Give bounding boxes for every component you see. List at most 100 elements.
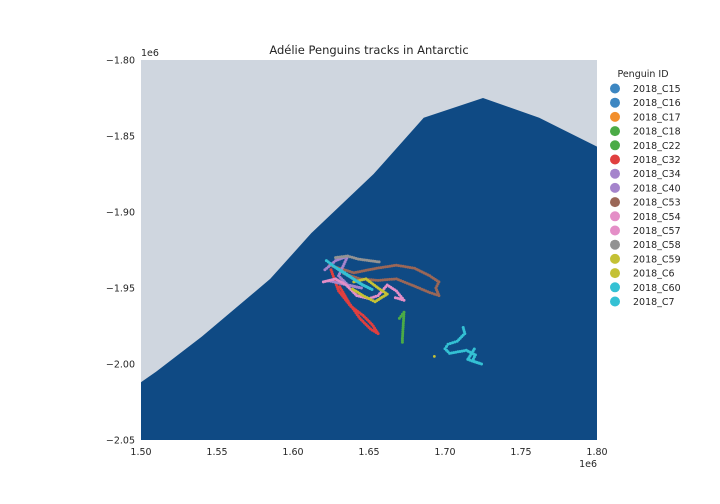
track-points	[321, 254, 483, 366]
track-point	[329, 263, 333, 267]
x-tick-label: 1.70	[434, 447, 455, 458]
x-offset-label: 1e6	[579, 459, 597, 470]
legend-label: 2018_C54	[633, 212, 681, 223]
track-point	[351, 287, 354, 291]
y-tick-label: −2.00	[106, 360, 135, 371]
legend-label: 2018_C17	[633, 112, 681, 123]
track-point	[374, 294, 378, 298]
track-point	[401, 334, 405, 338]
track-point	[378, 278, 382, 282]
y-tick-label: −1.85	[106, 132, 135, 143]
track-point	[383, 278, 387, 282]
legend-label: 2018_C6	[633, 269, 675, 280]
track-point	[410, 266, 414, 270]
legend-marker	[610, 253, 620, 264]
track-point	[432, 292, 436, 296]
track-point	[437, 294, 441, 298]
legend-marker	[610, 225, 620, 236]
track-point	[394, 277, 398, 281]
track-point	[399, 264, 403, 268]
track-point	[381, 278, 385, 282]
legend-title: Penguin ID	[617, 69, 668, 80]
track-point	[399, 314, 403, 318]
y-axis: −1.80 −1.85 −1.90 −1.95 −2.00 −2.05	[106, 56, 135, 447]
track-point	[390, 277, 394, 281]
legend-marker	[610, 239, 620, 250]
legend-label: 2018_C59	[633, 254, 681, 265]
legend-label: 2018_C60	[633, 283, 681, 294]
chart-title: Adélie Penguins tracks in Antarctic	[269, 43, 468, 57]
legend-marker	[610, 97, 620, 108]
y-offset-label: 1e6	[141, 48, 159, 59]
track-point	[400, 340, 404, 344]
legend-marker	[610, 154, 620, 165]
track-point	[393, 296, 397, 300]
track-point	[381, 265, 385, 269]
track-point	[392, 277, 396, 281]
track-point	[430, 291, 434, 295]
legend-marker	[610, 168, 620, 179]
track-point	[377, 266, 381, 270]
track-point	[432, 355, 436, 358]
track-point	[375, 266, 379, 270]
legend-marker	[610, 111, 620, 122]
x-tick-label: 1.60	[282, 447, 303, 458]
track-point	[397, 264, 401, 268]
legend-marker	[610, 83, 620, 94]
legend-marker	[610, 296, 620, 307]
track-point	[455, 339, 459, 343]
track-point	[472, 347, 476, 351]
track-point	[372, 278, 376, 282]
track-point	[446, 342, 450, 346]
x-axis: 1.50 1.55 1.60 1.65 1.70 1.75 1.80	[130, 447, 607, 458]
track-point	[402, 310, 406, 314]
legend-label: 2018_C18	[633, 127, 681, 138]
track-point	[404, 265, 407, 269]
track-point	[451, 341, 455, 345]
track-point	[453, 340, 457, 344]
track-point	[402, 319, 405, 323]
track-point	[402, 315, 406, 319]
track-point	[374, 278, 378, 282]
x-tick-label: 1.80	[586, 447, 607, 458]
legend-marker	[610, 197, 620, 208]
legend-marker	[610, 140, 620, 151]
legend-label: 2018_C16	[633, 98, 681, 109]
x-tick-label: 1.50	[130, 447, 151, 458]
legend: Penguin ID 2018_C15 2018_C16 2018_C17 2018_…	[610, 69, 681, 308]
x-tick-label: 1.75	[510, 447, 531, 458]
track-point	[383, 265, 387, 269]
track-point	[401, 330, 405, 334]
legend-label: 2018_C58	[633, 240, 681, 251]
track-point	[388, 277, 391, 281]
legend-label: 2018_C7	[633, 297, 675, 308]
track-point	[448, 342, 452, 345]
track-point	[376, 278, 380, 282]
track-point	[388, 264, 392, 268]
y-tick-label: −1.80	[106, 56, 135, 67]
x-tick-label: 1.65	[358, 447, 379, 458]
legend-label: 2018_C40	[633, 183, 681, 194]
y-tick-label: −1.90	[106, 208, 135, 219]
legend-label: 2018_C53	[633, 198, 681, 209]
y-tick-label: −2.05	[106, 436, 135, 447]
legend-label: 2018_C34	[633, 169, 681, 180]
legend-label: 2018_C32	[633, 155, 681, 166]
legend-label: 2018_C22	[633, 141, 681, 152]
legend-marker	[610, 126, 620, 137]
x-tick-label: 1.55	[206, 447, 227, 458]
track-point	[363, 258, 367, 262]
track-point	[445, 345, 448, 348]
y-tick-label: −1.95	[106, 284, 135, 295]
track-point	[401, 323, 405, 327]
track-point	[408, 266, 412, 269]
legend-marker	[610, 282, 620, 293]
track-point	[385, 278, 389, 282]
track-point	[401, 264, 405, 268]
track-point	[401, 328, 405, 331]
track-point	[377, 260, 381, 264]
track-point	[338, 285, 342, 289]
legend-marker	[610, 182, 620, 193]
legend-label: 2018_C15	[633, 84, 681, 95]
